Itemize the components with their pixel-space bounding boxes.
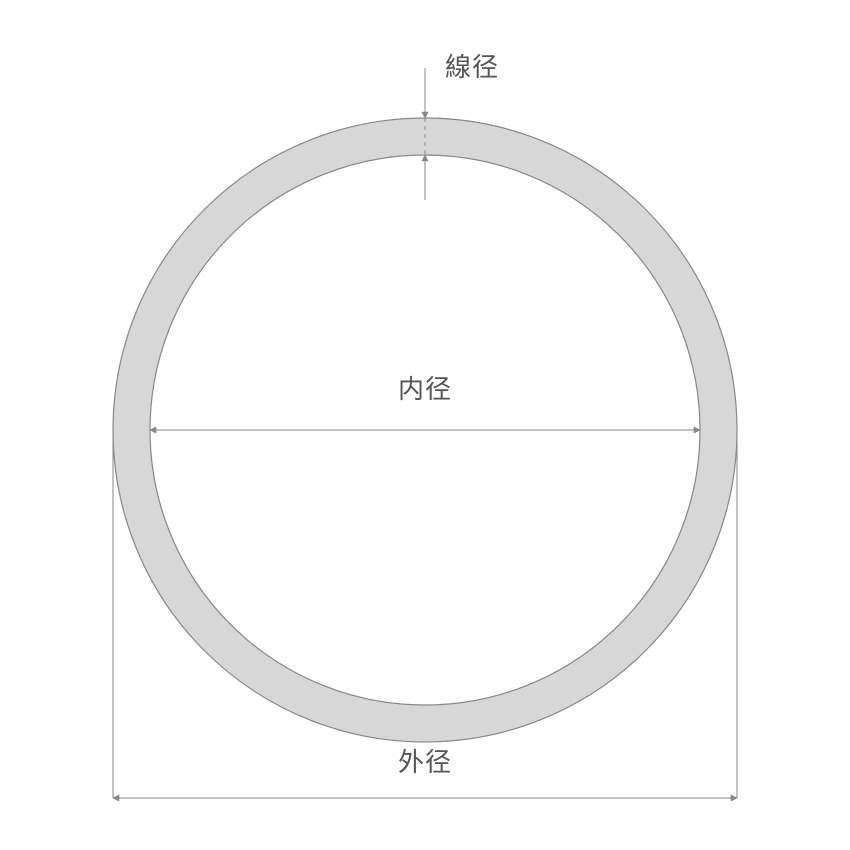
diagram-svg — [0, 0, 850, 850]
outer-diameter-label: 外径 — [398, 742, 452, 779]
wire-diameter-label: 線径 — [445, 47, 499, 84]
inner-diameter-label: 内径 — [398, 369, 452, 406]
diagram-canvas: 線径 内径 外径 — [0, 0, 850, 850]
